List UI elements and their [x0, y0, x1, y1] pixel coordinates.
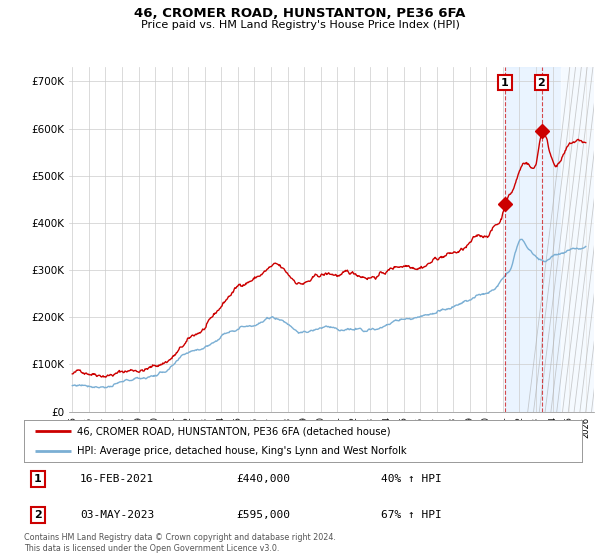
- Bar: [561, 67, 594, 412]
- Text: 67% ↑ HPI: 67% ↑ HPI: [381, 510, 442, 520]
- Text: 2: 2: [34, 510, 42, 520]
- Text: 1: 1: [501, 77, 509, 87]
- Text: HPI: Average price, detached house, King's Lynn and West Norfolk: HPI: Average price, detached house, King…: [77, 446, 407, 456]
- Text: £440,000: £440,000: [236, 474, 290, 484]
- Text: 03-MAY-2023: 03-MAY-2023: [80, 510, 154, 520]
- Bar: [505, 67, 594, 412]
- Text: 16-FEB-2021: 16-FEB-2021: [80, 474, 154, 484]
- Text: 1: 1: [34, 474, 42, 484]
- Text: Price paid vs. HM Land Registry's House Price Index (HPI): Price paid vs. HM Land Registry's House …: [140, 20, 460, 30]
- Text: Contains HM Land Registry data © Crown copyright and database right 2024.
This d: Contains HM Land Registry data © Crown c…: [24, 533, 336, 553]
- Text: 2: 2: [538, 77, 545, 87]
- Text: 46, CROMER ROAD, HUNSTANTON, PE36 6FA: 46, CROMER ROAD, HUNSTANTON, PE36 6FA: [134, 7, 466, 20]
- Text: £595,000: £595,000: [236, 510, 290, 520]
- Text: 46, CROMER ROAD, HUNSTANTON, PE36 6FA (detached house): 46, CROMER ROAD, HUNSTANTON, PE36 6FA (d…: [77, 426, 391, 436]
- Text: 40% ↑ HPI: 40% ↑ HPI: [381, 474, 442, 484]
